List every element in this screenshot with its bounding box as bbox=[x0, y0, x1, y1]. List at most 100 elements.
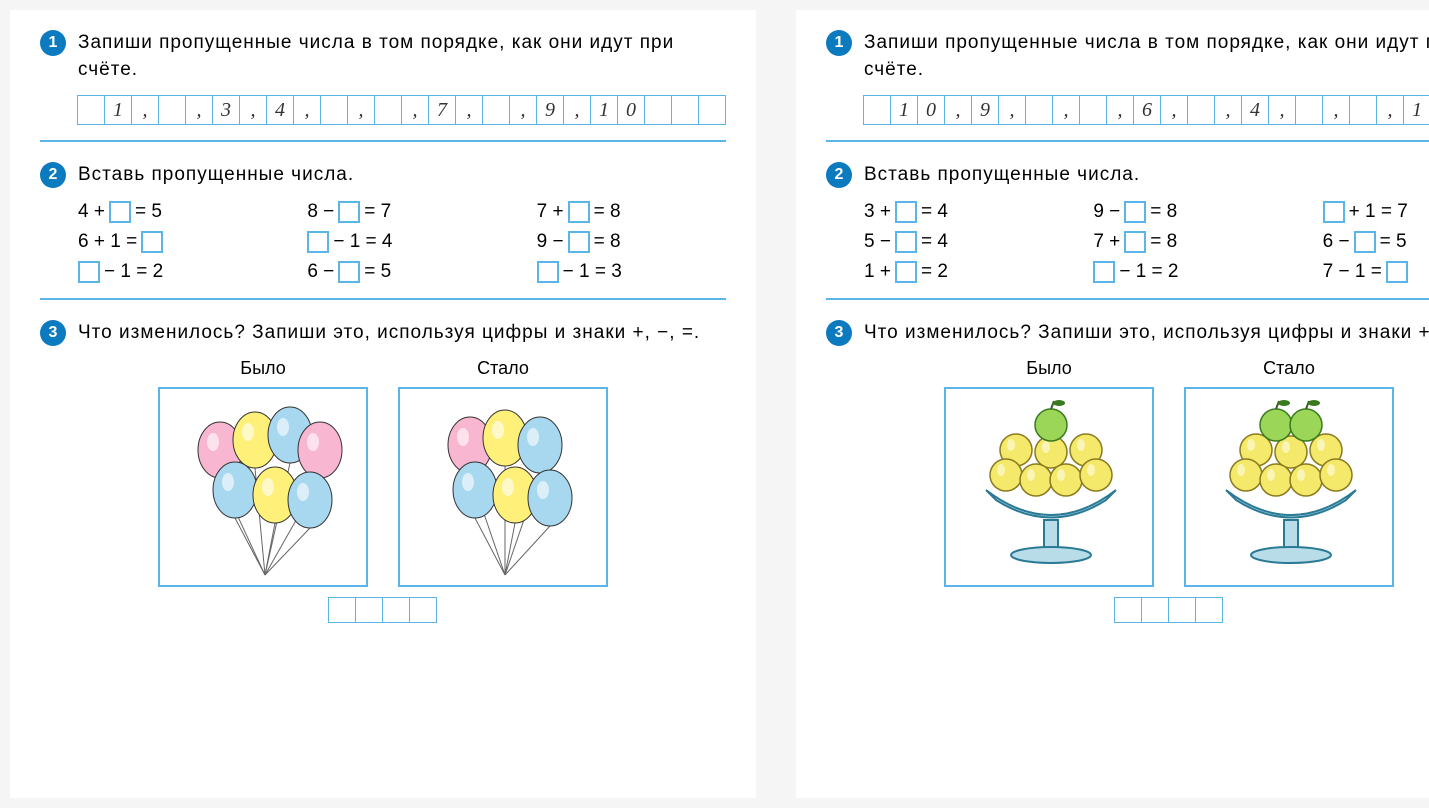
grid-cell: 0 bbox=[917, 95, 945, 125]
exercise-3-right: 3 Что изменилось? Запиши это, используя … bbox=[826, 320, 1429, 639]
grid-cell: , bbox=[293, 95, 321, 125]
grid-cell: , bbox=[1052, 95, 1080, 125]
answer-box bbox=[1124, 201, 1146, 223]
ans-cell bbox=[1195, 597, 1223, 623]
grid-cell: 1 bbox=[104, 95, 132, 125]
equation: − 1 = 3 bbox=[537, 261, 726, 283]
grid-cell bbox=[644, 95, 672, 125]
grid-cell: 4 bbox=[1241, 95, 1269, 125]
grid-cell: 1 bbox=[590, 95, 618, 125]
answer-box bbox=[307, 231, 329, 253]
badge-3: 3 bbox=[40, 320, 66, 346]
grid-cell: , bbox=[1160, 95, 1188, 125]
grid-cell: , bbox=[1106, 95, 1134, 125]
ans-cell bbox=[1141, 597, 1169, 623]
ex1-grid-left: 1,,3,4,,,7,,9,10 bbox=[78, 95, 726, 125]
apples-was-svg bbox=[946, 390, 1152, 585]
answer-box bbox=[895, 261, 917, 283]
equation: 5 − = 4 bbox=[864, 231, 1053, 253]
equation: 8 − = 7 bbox=[307, 201, 496, 223]
ans-boxes-left bbox=[40, 597, 726, 623]
grid-cell: , bbox=[185, 95, 213, 125]
grid-cell bbox=[482, 95, 510, 125]
grid-cell bbox=[320, 95, 348, 125]
grid-cell: 9 bbox=[536, 95, 564, 125]
balloons-now-svg bbox=[400, 390, 606, 585]
grid-cell: , bbox=[401, 95, 429, 125]
label-now: Стало bbox=[398, 358, 608, 379]
grid-cell: 1 bbox=[1403, 95, 1429, 125]
grid-cell: , bbox=[509, 95, 537, 125]
equation: 4 + = 5 bbox=[78, 201, 267, 223]
frame-was-left bbox=[158, 387, 368, 587]
ans-cell bbox=[355, 597, 383, 623]
answer-box bbox=[78, 261, 100, 283]
equation: 7 + = 8 bbox=[537, 201, 726, 223]
grid-cell: 6 bbox=[1133, 95, 1161, 125]
answer-box bbox=[338, 261, 360, 283]
frame-was-right bbox=[944, 387, 1154, 587]
equation: 6 − = 5 bbox=[307, 261, 496, 283]
exercise-3-left: 3 Что изменилось? Запиши это, используя … bbox=[40, 320, 726, 639]
badge-1r: 1 bbox=[826, 30, 852, 56]
grid-cell bbox=[1295, 95, 1323, 125]
badge-3r: 3 bbox=[826, 320, 852, 346]
equation: 3 + = 4 bbox=[864, 201, 1053, 223]
grid-cell: 1 bbox=[890, 95, 918, 125]
ans-boxes-right bbox=[826, 597, 1429, 623]
badge-2: 2 bbox=[40, 162, 66, 188]
equation: 9 − = 8 bbox=[537, 231, 726, 253]
ex3-text: Что изменилось? Запиши это, используя ци… bbox=[78, 320, 700, 347]
label-was: Было bbox=[158, 358, 368, 379]
eq-grid-left: 4 + = 5 8 − = 7 7 + = 8 6 + 1 = − 1 = 4 9 − … bbox=[78, 201, 726, 283]
badge-1: 1 bbox=[40, 30, 66, 56]
equation: 1 + = 2 bbox=[864, 261, 1053, 283]
exercise-2-right: 2 Вставь пропущенные числа. 3 + = 49 − =… bbox=[826, 162, 1429, 300]
grid-cell bbox=[1025, 95, 1053, 125]
grid-cell bbox=[863, 95, 891, 125]
answer-box bbox=[568, 201, 590, 223]
grid-cell: , bbox=[944, 95, 972, 125]
ans-cell bbox=[409, 597, 437, 623]
grid-cell: , bbox=[1214, 95, 1242, 125]
equation: 7 − 1 = bbox=[1323, 261, 1429, 283]
ex1-grid-right: 10,9,,,6,,4,,,1 bbox=[864, 95, 1429, 125]
grid-cell: 9 bbox=[971, 95, 999, 125]
ex1-text: Запиши пропущенные числа в том порядке, … bbox=[78, 30, 726, 83]
answer-box bbox=[109, 201, 131, 223]
grid-cell bbox=[374, 95, 402, 125]
equation: − 1 = 4 bbox=[307, 231, 496, 253]
answer-box bbox=[1124, 231, 1146, 253]
badge-2r: 2 bbox=[826, 162, 852, 188]
equation: + 1 = 7 bbox=[1323, 201, 1429, 223]
exercise-1-right: 1 Запиши пропущенные числа в том порядке… bbox=[826, 30, 1429, 142]
label-now-r: Стало bbox=[1184, 358, 1394, 379]
grid-cell bbox=[1187, 95, 1215, 125]
answer-box bbox=[895, 231, 917, 253]
frame-now-left bbox=[398, 387, 608, 587]
equation: − 1 = 2 bbox=[1093, 261, 1282, 283]
answer-box bbox=[1093, 261, 1115, 283]
equation: 6 + 1 = bbox=[78, 231, 267, 253]
grid-cell: , bbox=[455, 95, 483, 125]
answer-box bbox=[141, 231, 163, 253]
equation: − 1 = 2 bbox=[78, 261, 267, 283]
answer-box bbox=[1323, 201, 1345, 223]
grid-cell: , bbox=[563, 95, 591, 125]
ex3r-text: Что изменилось? Запиши это, используя ци… bbox=[864, 320, 1429, 347]
grid-cell bbox=[698, 95, 726, 125]
answer-box bbox=[568, 231, 590, 253]
grid-cell: , bbox=[347, 95, 375, 125]
balloons-was-svg bbox=[160, 390, 366, 585]
grid-cell: , bbox=[239, 95, 267, 125]
grid-cell: , bbox=[1268, 95, 1296, 125]
grid-cell: , bbox=[1376, 95, 1404, 125]
equation: 7 + = 8 bbox=[1093, 231, 1282, 253]
grid-cell bbox=[158, 95, 186, 125]
eq-grid-right: 3 + = 49 − = 8 + 1 = 75 − = 47 + = 86 − … bbox=[864, 201, 1429, 283]
ex2r-text: Вставь пропущенные числа. bbox=[864, 162, 1140, 189]
exercise-1-left: 1 Запиши пропущенные числа в том порядке… bbox=[40, 30, 726, 142]
ans-cell bbox=[1114, 597, 1142, 623]
ex1r-text: Запиши пропущенные числа в том порядке, … bbox=[864, 30, 1429, 83]
grid-cell: 3 bbox=[212, 95, 240, 125]
